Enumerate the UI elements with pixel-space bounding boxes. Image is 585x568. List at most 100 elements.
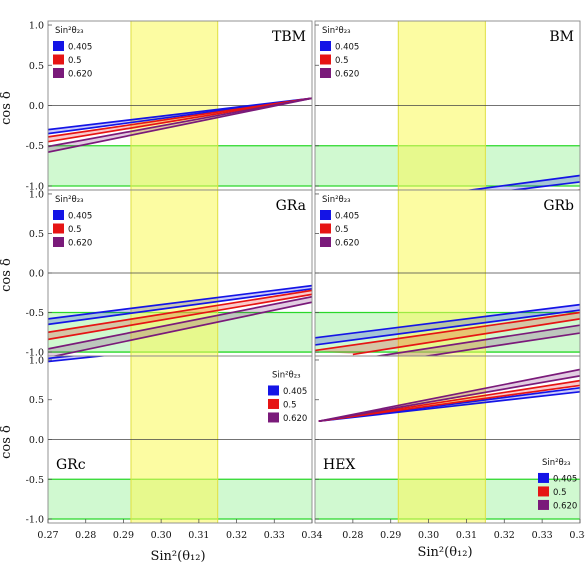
y-tick-label: -0.5 [26,308,44,319]
legend-swatch [53,223,64,234]
y-tick-label: 0.5 [29,61,44,72]
y-tick-label: -0.5 [26,475,44,486]
series-grb-0 [315,303,580,346]
legend-label: 0.5 [68,56,82,66]
legend-label: 0.405 [553,474,577,484]
x-tick-label: 0.28 [75,530,96,541]
legend-swatch [268,385,279,396]
legend-title: Sin²θ₂₃ [55,195,84,205]
plot-area-tbm [48,21,312,190]
y-tick-label: 0.0 [29,101,44,112]
series-line-grb-0-0 [315,303,580,339]
y-tick-label: 0.0 [29,269,44,280]
legend-label: 0.5 [335,56,349,66]
legend-label: 0.5 [68,225,82,235]
legend-swatch [53,237,64,247]
series-bm-0 [464,174,580,190]
legend-title: Sin²θ₂₃ [322,195,351,205]
legend-swatch [320,210,331,220]
legend-swatch [320,41,331,51]
series-line-gra-1-0 [48,289,312,334]
series-band-grb-0 [315,304,580,345]
series-line-grc-0-0 [48,356,109,363]
y-tick-label: -1.0 [26,181,44,192]
series-line-hex-2-0 [318,375,580,423]
series-band-gra-1 [48,290,312,340]
panel-title-hex: HEX [323,457,355,473]
legend-label: 0.5 [553,488,567,498]
plot-area-grb [315,190,580,356]
panel-grc: 1.0 0.5 0.0 -0.5 -1.0 0.27 0.28 0.29 0.30 0.31 0.3… [26,355,323,541]
legend-swatch [320,237,331,247]
series-line-bm-0-0 [464,174,580,190]
panels: 1.0 0.5 0.0 -0.5 -1.0 TBM Sin²θ₂₃ 0.405 0.5 0.620… [26,21,585,541]
panel-title-bm: BM [549,29,574,45]
x-tick-label: 0.31 [188,530,209,541]
x-tick-label: 0.34 [301,530,322,541]
series-line-grb-1-0 [315,311,580,352]
legend-label: 0.620 [335,239,359,249]
legend-gra: Sin²θ₂₃ 0.405 0.5 0.620 [53,195,92,249]
series-line-grb-2-1 [421,332,580,356]
x-tick-label: 0.34 [569,530,585,541]
legend-label: 0.5 [335,225,349,235]
legend-label: 0.405 [335,43,359,53]
legend-title: Sin²θ₂₃ [542,458,571,468]
x-tick-label: 0.29 [380,530,401,541]
panel-title-grb: GRb [543,198,574,214]
series-line-gra-1-1 [48,293,312,341]
plot-area-gra [48,190,312,356]
panel-tbm: 1.0 0.5 0.0 -0.5 -1.0 TBM Sin²θ₂₃ 0.405 0.5 0.620 [26,21,313,192]
series-line-gra-0-0 [48,284,312,320]
x-tick-label: 0.33 [532,530,553,541]
legend-swatch [53,41,64,51]
legend-swatch [268,412,279,423]
legend-swatch [320,223,331,234]
legend-label: 0.620 [68,70,92,80]
legend-title: Sin²θ₂₃ [322,26,351,36]
x-tick-label: 0.29 [113,530,134,541]
series-line-grb-2-0 [373,324,580,356]
legend-bm: Sin²θ₂₃ 0.405 0.5 0.620 [320,26,359,80]
series-line-tbm-2-0 [48,97,312,148]
series-band-gra-2 [48,296,312,356]
series-band-grb-1 [315,312,580,355]
series-grb-1 [315,311,580,356]
legend-swatch [538,486,549,497]
y-tick-label: -1.0 [26,348,44,359]
legend-label: 0.405 [283,387,307,397]
x-tick-label: 0.28 [342,530,363,541]
panel-bm: BM Sin²θ₂₃ 0.405 0.5 0.620 [314,20,581,191]
series-gra-0 [48,284,312,326]
x-tick-label: 0.30 [151,530,172,541]
panel-hex: 0.28 0.29 0.30 0.31 0.32 0.33 0.34 HEX Sin²θ₂₃ 0.… [314,355,585,541]
legend-title: Sin²θ₂₃ [272,370,301,380]
y-tick-label: 0.5 [29,395,44,406]
panel-title-tbm: TBM [272,29,306,45]
plot-area-grc [48,356,312,523]
panel-title-grc: GRc [56,457,86,473]
panel-grb: GRb Sin²θ₂₃ 0.405 0.5 0.620 [314,189,581,357]
legend-label: 0.5 [283,400,297,410]
legend-title: Sin²θ₂₃ [55,26,84,36]
legend-label: 0.405 [335,212,359,222]
legend-hex: Sin²θ₂₃ 0.405 0.5 0.620 [538,458,577,511]
series-grc-0 [48,356,109,363]
legend-swatch [538,499,549,510]
series-line-grc-0-1 [48,356,79,360]
y-tick-label: -0.5 [26,141,44,152]
plot-area-bm [315,21,580,190]
legend-swatch [538,472,549,483]
x-tick-label: 0.33 [264,530,285,541]
series-bm-1 [574,189,580,190]
legend-swatch [53,210,64,220]
legend-swatch [320,54,331,65]
legend-label: 0.620 [68,239,92,249]
plot-area-hex [315,356,580,523]
series-line-bm-1-0 [574,189,580,190]
y-tick-label: 1.0 [29,21,44,32]
x-axis-label-left: Sin²(θ₁₂) [150,549,205,564]
legend-label: 0.405 [68,212,92,222]
legend-grc: Sin²θ₂₃ 0.405 0.5 0.620 [268,370,307,424]
x-tick-label: 0.27 [37,530,58,541]
